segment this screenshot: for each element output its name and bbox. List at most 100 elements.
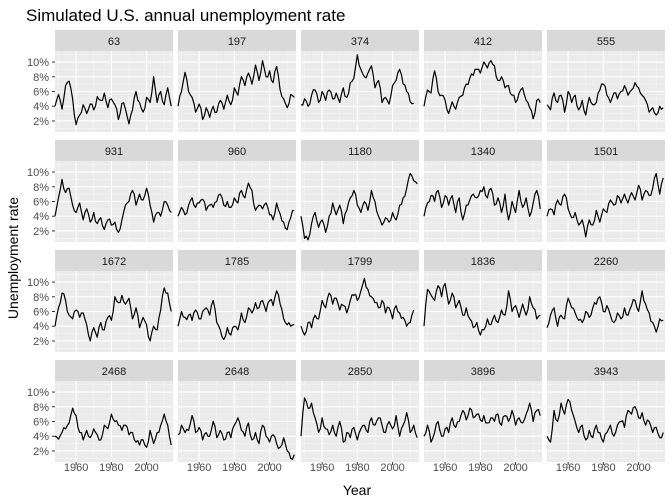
panel-3943: 3943 1960 1980 2000 — [546, 360, 665, 474]
strip-background — [301, 140, 419, 161]
series-line — [546, 398, 664, 443]
strip-background — [178, 250, 296, 271]
y-tick-label: 4% — [33, 101, 49, 113]
panel-1799: 1799 — [300, 250, 419, 352]
strip-background — [424, 140, 542, 161]
panel-960: 960 — [177, 140, 296, 242]
panels-layer: 63 2% 4% 6% 8% 10% 197 374 412 555 931 2% 4% 6% 8% 10% 9… — [27, 30, 665, 474]
series-line — [546, 82, 664, 116]
strip-background — [55, 250, 173, 271]
strip-label: 1672 — [102, 256, 126, 268]
panel-1672: 1672 2% 4% 6% 8% 10% — [27, 250, 173, 352]
panel-931: 931 2% 4% 6% 8% 10% — [27, 140, 173, 242]
series-line — [423, 402, 541, 443]
x-tick-label: 1980 — [99, 462, 123, 474]
series-line — [546, 290, 664, 333]
panel-2468: 2468 2% 4% 6% 8% 10% 1960 1980 2000 — [27, 360, 173, 474]
strip-background — [301, 250, 419, 271]
x-tick-label: 1980 — [591, 462, 615, 474]
series-line — [423, 59, 541, 120]
panel-555: 555 — [546, 30, 665, 132]
y-tick-label: 6% — [33, 197, 49, 209]
y-tick-label: 2% — [33, 226, 49, 238]
strip-label: 2648 — [225, 366, 249, 378]
series-line — [54, 287, 172, 342]
series-line — [300, 172, 418, 241]
x-tick-label: 1980 — [345, 462, 369, 474]
panel-63: 63 2% 4% 6% 8% 10% — [27, 30, 173, 132]
x-tick-label: 1960 — [310, 462, 334, 474]
series-line — [177, 415, 295, 460]
y-tick-label: 4% — [33, 211, 49, 223]
y-tick-label: 10% — [27, 57, 49, 69]
strip-background — [424, 250, 542, 271]
series-line — [423, 186, 541, 221]
x-tick-label: 2000 — [134, 462, 158, 474]
x-tick-label: 2000 — [257, 462, 281, 474]
y-tick-label: 8% — [33, 402, 49, 414]
series-line — [177, 290, 295, 341]
strip-label: 412 — [474, 36, 492, 48]
y-tick-label: 8% — [33, 72, 49, 84]
x-tick-label: 1980 — [468, 462, 492, 474]
x-tick-label: 1980 — [222, 462, 246, 474]
strip-background — [547, 140, 665, 161]
y-tick-label: 6% — [33, 307, 49, 319]
strip-label: 3943 — [594, 366, 618, 378]
y-tick-label: 6% — [33, 417, 49, 429]
strip-label: 63 — [108, 36, 120, 48]
x-axis-title: Year — [343, 482, 372, 498]
strip-background — [301, 30, 419, 51]
strip-label: 1180 — [348, 146, 372, 158]
y-tick-label: 4% — [33, 431, 49, 443]
chart-title: Simulated U.S. annual unemployment rate — [26, 6, 345, 25]
panel-1340: 1340 — [423, 140, 542, 242]
series-line — [177, 59, 295, 121]
x-tick-label: 2000 — [503, 462, 527, 474]
y-tick-label: 10% — [27, 167, 49, 179]
strip-background — [547, 250, 665, 271]
strip-label: 1799 — [348, 256, 372, 268]
y-tick-label: 2% — [33, 116, 49, 128]
y-tick-label: 2% — [33, 336, 49, 348]
series-line — [300, 397, 418, 443]
y-tick-label: 6% — [33, 87, 49, 99]
panel-1836: 1836 — [423, 250, 542, 352]
panel-1785: 1785 — [177, 250, 296, 352]
strip-label: 374 — [351, 36, 369, 48]
y-tick-label: 10% — [27, 387, 49, 399]
strip-background — [178, 140, 296, 161]
strip-label: 555 — [597, 36, 615, 48]
series-line — [423, 282, 541, 336]
panel-2850: 2850 1960 1980 2000 — [300, 360, 419, 474]
strip-label: 2468 — [102, 366, 126, 378]
x-tick-label: 1960 — [433, 462, 457, 474]
y-tick-label: 10% — [27, 277, 49, 289]
y-tick-label: 8% — [33, 292, 49, 304]
series-line — [546, 172, 664, 238]
strip-background — [301, 360, 419, 381]
panel-2648: 2648 1960 1980 2000 — [177, 360, 296, 474]
series-line — [54, 407, 172, 448]
x-tick-label: 2000 — [626, 462, 650, 474]
y-axis-title: Unemployment rate — [5, 197, 21, 319]
strip-background — [424, 360, 542, 381]
strip-background — [547, 360, 665, 381]
strip-label: 1785 — [225, 256, 249, 268]
panel-1180: 1180 — [300, 140, 419, 242]
panel-412: 412 — [423, 30, 542, 132]
panel-2260: 2260 — [546, 250, 665, 352]
strip-label: 3896 — [471, 366, 495, 378]
series-line — [177, 182, 295, 231]
strip-background — [178, 360, 296, 381]
x-tick-label: 1960 — [64, 462, 88, 474]
strip-label: 931 — [105, 146, 123, 158]
strip-label: 2850 — [348, 366, 372, 378]
x-tick-label: 2000 — [380, 462, 404, 474]
strip-background — [55, 140, 173, 161]
panel-3896: 3896 1960 1980 2000 — [423, 360, 542, 474]
x-tick-label: 1960 — [556, 462, 580, 474]
strip-background — [424, 30, 542, 51]
panel-197: 197 — [177, 30, 296, 132]
